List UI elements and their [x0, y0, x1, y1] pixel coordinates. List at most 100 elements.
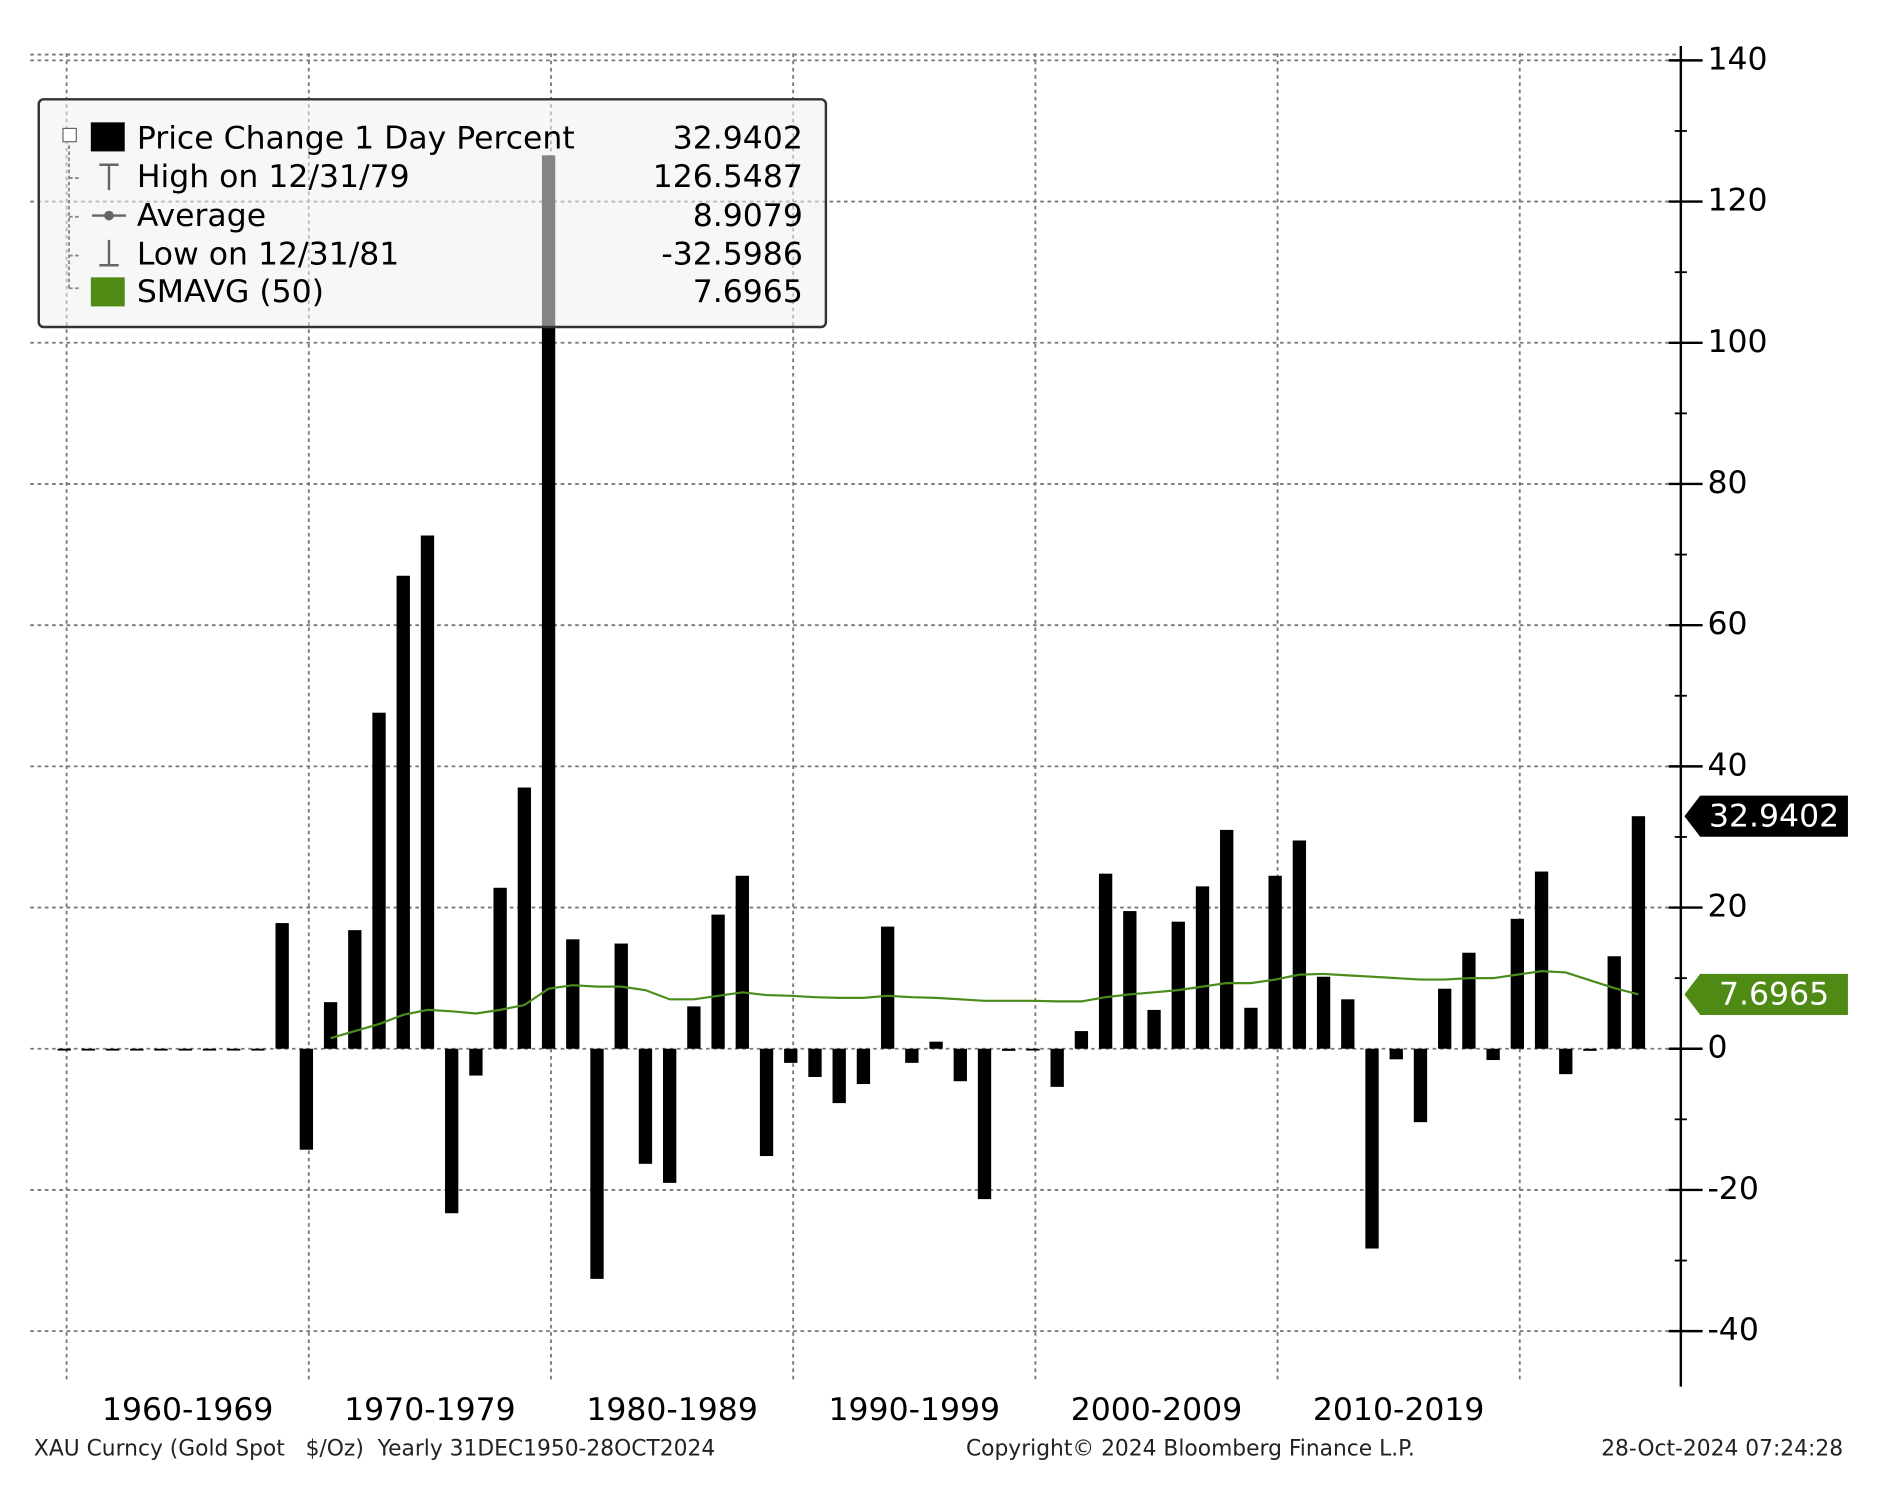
bar [1365, 1048, 1379, 1249]
legend-swatch [90, 277, 125, 307]
bar [566, 939, 580, 1049]
bar [638, 1048, 653, 1164]
bar [929, 1041, 943, 1049]
x-tick-label: 1960-1969 [102, 1392, 274, 1428]
bar [1413, 1048, 1428, 1123]
bar [1220, 829, 1234, 1049]
bar [541, 155, 556, 1049]
bar [1559, 1048, 1573, 1075]
legend-tree [68, 145, 80, 290]
bar [445, 1048, 459, 1214]
bar [614, 943, 628, 1049]
bar [1438, 988, 1452, 1049]
bar [323, 1002, 338, 1049]
bar [1583, 1048, 1597, 1051]
bar [1534, 871, 1549, 1049]
y-tick-label: 0 [1707, 1030, 1727, 1066]
legend-label: SMAVG (50) [137, 274, 324, 310]
bar [905, 1048, 919, 1063]
sma-line [330, 970, 1639, 1040]
footer-timestamp: 28-Oct-2024 07:24:28 [1601, 1437, 1843, 1462]
bar [275, 923, 289, 1049]
legend-value: 126.5487 [653, 159, 803, 195]
bar [832, 1048, 846, 1104]
price-tag [1684, 795, 1848, 837]
bar [299, 1048, 314, 1150]
bar [202, 1048, 217, 1051]
grid [30, 53, 1681, 1381]
bar [1486, 1048, 1500, 1061]
footer-copyright: Copyright© 2024 Bloomberg Finance L.P. [966, 1437, 1415, 1462]
bar [57, 1048, 71, 1051]
bar [1292, 840, 1307, 1049]
legend-value: -32.5986 [661, 237, 803, 273]
sma-tag [1684, 973, 1848, 1015]
y-tick-label: 140 [1707, 41, 1767, 77]
y-tick-label: 100 [1707, 324, 1767, 360]
y-tick-label: 40 [1707, 747, 1747, 783]
y-tick-label: 20 [1707, 889, 1747, 925]
bar [1316, 976, 1331, 1049]
bar [663, 1048, 677, 1183]
bar [227, 1048, 241, 1051]
marks [57, 155, 1646, 1279]
bar [1195, 886, 1210, 1049]
bar [953, 1048, 967, 1082]
bar [154, 1048, 168, 1051]
bar [687, 1006, 701, 1049]
bar [1171, 921, 1185, 1049]
bar [1147, 1009, 1161, 1049]
bar [372, 712, 386, 1049]
bar [1389, 1048, 1403, 1060]
legend-label: Average [137, 198, 266, 234]
bar [1341, 999, 1355, 1049]
x-tick-label: 2000-2009 [1071, 1392, 1243, 1428]
bar [590, 1048, 604, 1279]
bar [1244, 1007, 1258, 1049]
bar [251, 1048, 265, 1051]
y-tick-label: 80 [1707, 465, 1747, 501]
bar [1631, 816, 1646, 1049]
footer-source: XAU Curncy (Gold Spot $/Oz) Yearly 31DEC… [34, 1437, 715, 1462]
bar [1074, 1031, 1089, 1049]
x-tick-label: 2010-2019 [1313, 1392, 1485, 1428]
bar [1510, 918, 1525, 1049]
bar [1050, 1048, 1064, 1087]
bar [759, 1048, 774, 1157]
price-tag-label: 32.9402 [1709, 798, 1839, 834]
bar [396, 575, 410, 1049]
x-tick-label: 1980-1989 [586, 1392, 758, 1428]
bar [130, 1048, 144, 1051]
legend-avg-dot [104, 210, 114, 221]
x-tick-label: 1970-1979 [344, 1392, 516, 1428]
y-tick-label: -20 [1707, 1171, 1758, 1207]
y-tick-label: 60 [1707, 606, 1747, 642]
x-tick-label: 1990-1999 [829, 1392, 1001, 1428]
legend-high-icon [99, 163, 119, 191]
overlay: -40 -20 0 20 40 60 80 100 120 140 1960-1969 1970-19… [37, 41, 1848, 1428]
bar [1002, 1048, 1016, 1051]
bar [81, 1048, 96, 1051]
bar [856, 1048, 871, 1085]
bar [348, 930, 362, 1049]
bar [784, 1048, 798, 1063]
y-tick-label: -40 [1707, 1312, 1758, 1348]
bar [1462, 952, 1476, 1049]
legend-box [37, 98, 828, 329]
bar [1123, 911, 1137, 1049]
bar [517, 787, 532, 1049]
legend-swatch [90, 122, 125, 152]
legend-value: 7.6965 [693, 274, 803, 310]
legend-low-icon [99, 239, 119, 267]
legend-value: 8.9079 [693, 198, 803, 234]
y-tick-label: 120 [1707, 183, 1767, 219]
bar [493, 887, 507, 1049]
bar [880, 926, 895, 1049]
legend-collapse [62, 127, 77, 143]
sma-tag-label: 7.6965 [1719, 977, 1829, 1013]
bar [420, 535, 435, 1049]
bar [1026, 1048, 1040, 1051]
bar [977, 1048, 992, 1200]
